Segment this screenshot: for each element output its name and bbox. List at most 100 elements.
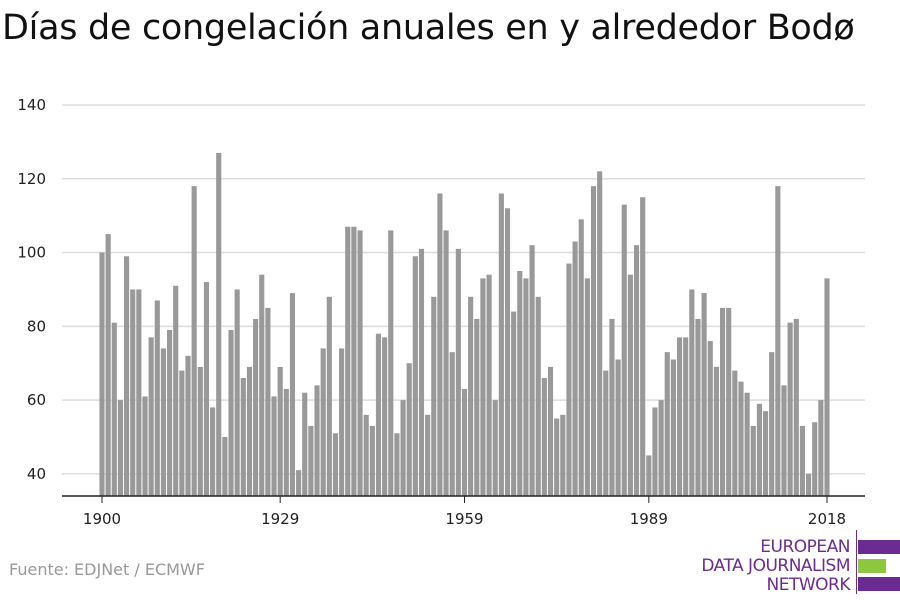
bar-1904 <box>124 256 130 496</box>
bar-1906 <box>136 289 142 496</box>
bar-1939 <box>339 348 345 496</box>
bar-1952 <box>418 248 425 496</box>
bar-1983 <box>609 318 615 496</box>
bar-1972 <box>541 377 547 496</box>
bar-2008 <box>762 411 769 496</box>
bar-1941 <box>351 226 357 497</box>
bar-1926 <box>259 274 265 496</box>
bar-2012 <box>787 322 793 496</box>
bars <box>99 152 830 497</box>
bar-1938 <box>332 433 339 496</box>
bar-1950 <box>406 363 412 496</box>
bar-1943 <box>363 414 369 496</box>
bar-1953 <box>425 414 431 496</box>
bar-1963 <box>486 274 492 496</box>
bar-1937 <box>326 296 332 496</box>
bar-1974 <box>554 418 560 496</box>
bar-2014 <box>799 425 805 496</box>
bar-1940 <box>345 226 351 497</box>
bar-1975 <box>560 414 566 496</box>
bar-1997 <box>695 318 701 496</box>
logo-bar-1 <box>858 540 900 554</box>
bar-1995 <box>683 337 689 496</box>
logo-rule <box>856 530 857 594</box>
bar-1973 <box>547 366 554 496</box>
source-note: Fuente: EDJNet / ECMWF <box>9 560 205 579</box>
bar-1971 <box>535 296 541 496</box>
bar-1987 <box>633 245 640 496</box>
bar-1949 <box>400 400 406 496</box>
bar-1982 <box>603 370 609 496</box>
bar-1996 <box>689 289 695 496</box>
logo-bar-3 <box>858 577 900 591</box>
bar-1957 <box>449 352 455 496</box>
bar-1960 <box>468 296 474 496</box>
bar-1964 <box>492 400 498 496</box>
y-tick-label: 40 <box>27 465 46 483</box>
bar-1947 <box>388 230 394 497</box>
x-axis-ticks: 1900 1929 1959 1989 2018 <box>83 496 846 528</box>
bar-1914 <box>185 355 191 496</box>
bar-1900 <box>99 252 105 496</box>
bar-1936 <box>320 348 326 496</box>
bar-1923 <box>240 377 246 496</box>
bar-1946 <box>382 337 388 496</box>
bar-2009 <box>769 352 775 496</box>
bar-1908 <box>148 337 154 496</box>
bar-2000 <box>713 366 719 496</box>
bar-1907 <box>142 396 148 496</box>
bar-1965 <box>498 193 504 496</box>
bar-1984 <box>615 359 621 496</box>
bar-1944 <box>369 425 375 496</box>
bar-1992 <box>664 352 670 496</box>
bar-1990 <box>652 407 658 496</box>
bar-1918 <box>210 407 216 496</box>
bar-2001 <box>719 307 726 496</box>
bar-2004 <box>738 381 744 496</box>
bar-1985 <box>621 204 627 496</box>
bar-1916 <box>197 366 203 496</box>
bar-1998 <box>701 293 707 496</box>
chart-title: Días de congelación anuales en y alreded… <box>2 8 855 48</box>
bar-1955 <box>437 193 443 496</box>
bar-1991 <box>658 400 664 496</box>
bar-1959 <box>461 389 468 496</box>
bar-1903 <box>117 400 123 496</box>
logo-line-3: NETWORK <box>766 575 851 595</box>
bar-1981 <box>597 171 603 496</box>
bar-1968 <box>517 270 523 496</box>
bar-1948 <box>394 433 400 496</box>
bar-1930 <box>283 389 289 496</box>
x-tick-label: 1900 <box>83 510 121 528</box>
bar-1915 <box>191 186 197 496</box>
bar-1979 <box>584 278 590 496</box>
logo-line-1: EUROPEAN <box>760 537 850 557</box>
y-tick-label: 140 <box>17 96 46 114</box>
bar-1967 <box>511 311 517 496</box>
edjnet-logo: EUROPEAN DATA JOURNALISM NETWORK <box>700 528 900 598</box>
bar-1911 <box>167 330 173 496</box>
bar-1978 <box>578 219 584 496</box>
bar-2015 <box>806 473 812 496</box>
bar-1945 <box>375 333 382 496</box>
bar-1913 <box>179 370 185 496</box>
bar-1924 <box>246 366 253 496</box>
bar-1919 <box>216 152 222 496</box>
bar-2016 <box>812 422 818 496</box>
bar-1921 <box>228 330 234 496</box>
logo-bar-2 <box>858 559 886 573</box>
bar-1927 <box>265 307 271 496</box>
bar-2017 <box>818 400 824 496</box>
bar-1977 <box>572 241 578 496</box>
bar-1917 <box>203 282 210 496</box>
bar-1954 <box>431 296 437 496</box>
bar-1933 <box>302 392 308 496</box>
bar-1912 <box>173 285 179 496</box>
bar-1931 <box>289 293 296 496</box>
y-axis-tick-labels: 40 60 80 100 120 140 <box>17 96 46 483</box>
logo-line-2: DATA JOURNALISM <box>701 556 850 576</box>
bar-1999 <box>707 341 713 496</box>
bar-1920 <box>222 436 228 496</box>
bar-1958 <box>455 248 461 496</box>
bar-1951 <box>412 256 418 496</box>
